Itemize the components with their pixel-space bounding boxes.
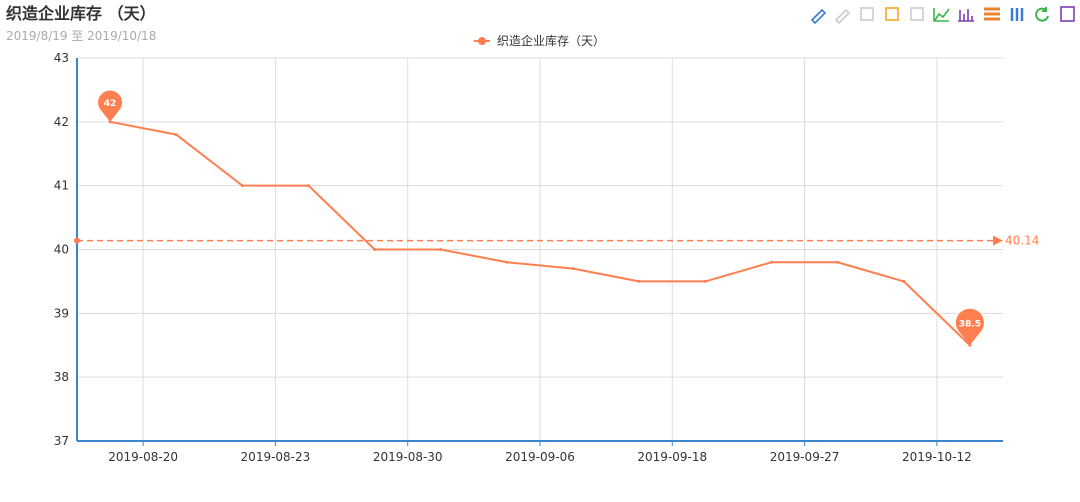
point [637, 279, 641, 283]
average-label: 40.14 [1005, 234, 1039, 248]
point [902, 279, 906, 283]
x-tick-label: 2019-10-12 [902, 450, 972, 464]
point [307, 184, 310, 188]
point [439, 248, 443, 251]
x-tick-label: 2019-08-30 [373, 450, 443, 464]
toolbox [810, 6, 1075, 25]
point [703, 279, 707, 283]
y-tick-label: 37 [54, 434, 69, 448]
y-tick-label: 39 [54, 306, 69, 320]
chart-title: 织造企业库存 （天） [6, 4, 156, 23]
tool-zoom[interactable] [885, 7, 899, 21]
tool-mark-clear[interactable] [860, 7, 874, 21]
point [174, 133, 178, 137]
y-tick-label: 41 [54, 179, 69, 193]
pin-label: 42 [104, 99, 117, 109]
legend-label: 织造企业库存（天） [497, 33, 605, 48]
pin [955, 308, 984, 346]
point [770, 260, 773, 264]
tool-bar[interactable] [958, 9, 974, 22]
tool-tiled[interactable] [1010, 8, 1024, 21]
tool-mark[interactable] [810, 8, 827, 25]
tool-refresh[interactable] [1035, 7, 1049, 22]
legend-marker [478, 37, 486, 45]
y-tick-label: 38 [54, 370, 69, 384]
point [571, 267, 575, 271]
tool-line[interactable] [933, 8, 950, 22]
tool-stack[interactable] [984, 7, 1000, 21]
x-tick-label: 2019-09-06 [505, 450, 575, 464]
chart-subtitle: 2019/8/19 至 2019/10/18 [6, 29, 156, 43]
y-tick-label: 42 [54, 115, 69, 129]
line [109, 120, 971, 346]
x-tick-label: 2019-09-18 [637, 450, 707, 464]
y-tick-label: 43 [54, 51, 69, 65]
tool-save[interactable] [1060, 6, 1075, 22]
tool-mark-undo[interactable] [834, 8, 851, 25]
point [505, 260, 509, 264]
point [836, 260, 840, 264]
pin-label: 38.5 [959, 320, 981, 330]
average-arrow [993, 235, 1003, 246]
x-tick-label: 2019-08-23 [241, 450, 311, 464]
point [240, 184, 244, 188]
x-tick-label: 2019-08-20 [108, 450, 178, 464]
average-start [74, 237, 80, 244]
point [373, 248, 377, 251]
x-tick-label: 2019-09-27 [770, 450, 840, 464]
y-tick-label: 40 [54, 243, 69, 257]
pin [98, 90, 123, 122]
tool-zoom-back[interactable] [910, 7, 924, 21]
